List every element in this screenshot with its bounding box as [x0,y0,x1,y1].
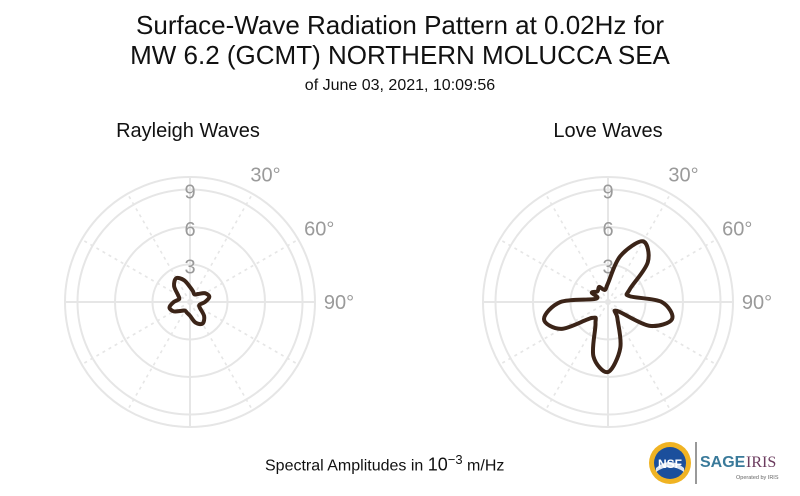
chart-title-line2: MW 6.2 (GCMT) NORTHERN MOLUCCA SEA [130,40,670,70]
sage-logo-text: SAGE [700,454,746,471]
radial-tick-label: 3 [184,257,195,279]
angle-tick-label: 90° [324,292,354,314]
rayleigh-polar-plot: 3 6 9 30° 60° 90° [64,165,354,428]
caption-prefix: Spectral Amplitudes in [265,457,428,475]
nsf-logo-text: NSF [658,457,682,471]
caption-base: 10 [427,454,448,475]
rayleigh-subplot-title: Rayleigh Waves [116,120,260,142]
iris-logo-text: IRIS [746,454,776,471]
love-pattern-curve [542,239,675,375]
radial-tick-label: 3 [602,257,613,279]
angle-tick-label: 30° [668,165,698,187]
polar-grid [482,176,734,428]
angle-tick-label: 60° [304,219,334,241]
chart-title-line1: Surface-Wave Radiation Pattern at 0.02Hz… [136,10,664,40]
angle-tick-label: 30° [250,165,280,187]
sponsor-logos: NSF SAGE IRIS Operated by IRIS [649,442,779,484]
operated-by-text: Operated by IRIS [736,475,779,481]
radial-tick-label: 6 [602,219,613,241]
caption-exponent: −3 [447,452,463,467]
radial-tick-label: 9 [184,182,195,204]
angle-tick-label: 60° [722,219,752,241]
radial-tick-label: 9 [602,182,613,204]
radial-tick-label: 6 [184,219,195,241]
rayleigh-pattern-curve [167,275,212,327]
nsf-logo: NSF [649,442,691,484]
amplitude-units-caption: Spectral Amplitudes in 10−3 m/Hz [265,452,504,475]
polar-grid [64,176,316,428]
love-subplot-title: Love Waves [553,120,663,142]
angle-tick-label: 90° [742,292,772,314]
love-polar-plot: 3 6 9 30° 60° 90° [482,165,772,428]
caption-suffix: m/Hz [462,457,505,475]
chart-date-line: of June 03, 2021, 10:09:56 [304,77,496,94]
